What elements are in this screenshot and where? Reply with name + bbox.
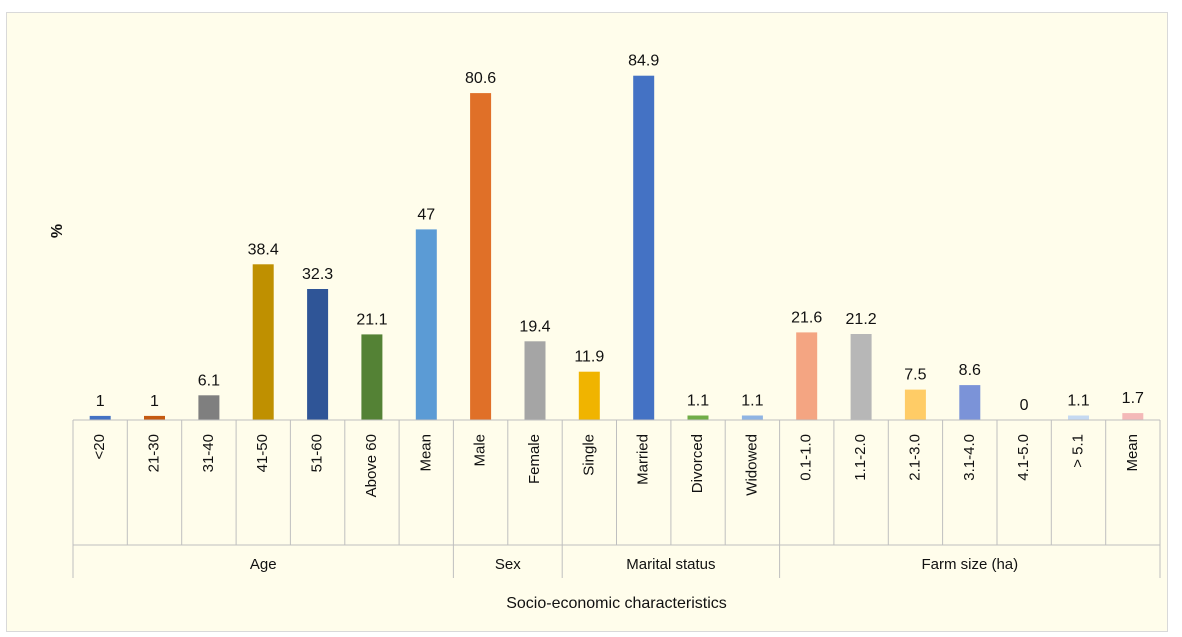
bar-marital-status-3 (741, 415, 763, 420)
data-label: 1.1 (741, 393, 763, 410)
bar-sex-1 (524, 341, 546, 420)
group-label: Age (250, 556, 277, 573)
category-label: > 5.1 (1069, 434, 1086, 468)
bar-age-2 (198, 395, 220, 420)
data-label: 84.9 (628, 53, 659, 70)
category-label: 1.1-2.0 (852, 434, 869, 481)
category-label: 51-60 (309, 434, 326, 472)
group-label: Sex (495, 556, 521, 573)
bar-sex-0 (470, 93, 492, 420)
category-label: 3.1-4.0 (961, 434, 978, 481)
category-label: 31-40 (200, 434, 217, 472)
data-label: 11.9 (574, 349, 604, 366)
category-label: Female (526, 434, 543, 484)
group-label: Farm size (ha) (921, 556, 1018, 573)
y-axis-label: % (49, 224, 66, 238)
category-label: Mean (1124, 434, 1141, 472)
data-label: 0 (1020, 397, 1029, 414)
data-label: 6.1 (198, 372, 220, 389)
category-label: <20 (91, 434, 108, 459)
category-label: Above 60 (363, 434, 380, 497)
category-label: 2.1-3.0 (906, 434, 923, 481)
bar-chart: % 1 <20 1 21-30 6.1 31-40 38.4 41-50 32.3 51-60 21.… (49, 53, 1161, 612)
category-label: Divorced (689, 434, 706, 493)
bar-age-1 (144, 415, 165, 420)
bar-marital-status-0 (578, 371, 600, 420)
data-label: 1.1 (687, 393, 709, 410)
bar-age-3 (252, 264, 274, 420)
bar-farm-size-ha--0 (796, 332, 818, 420)
data-label: 80.6 (465, 70, 496, 87)
bar-farm-size-ha--2 (904, 389, 926, 420)
bar-farm-size-ha--3 (959, 385, 981, 420)
category-label: 4.1-5.0 (1015, 434, 1032, 481)
data-label: 7.5 (904, 367, 926, 384)
bar-age-5 (361, 334, 383, 420)
data-label: 19.4 (519, 318, 550, 335)
data-label: 21.6 (791, 309, 822, 326)
category-label: Mean (417, 434, 434, 472)
data-label: 32.3 (302, 266, 333, 283)
data-label: 1.7 (1122, 390, 1144, 407)
bar-age-0 (89, 415, 111, 420)
category-label: 21-30 (145, 434, 162, 472)
category-label: Married (635, 434, 652, 485)
bar-age-6 (415, 229, 437, 420)
bar-farm-size-ha--1 (850, 334, 872, 420)
bar-age-4 (307, 289, 329, 420)
bar-farm-size-ha--5 (1068, 415, 1089, 420)
data-label: 1 (96, 393, 105, 410)
data-label: 1 (150, 393, 159, 410)
category-label: Male (472, 434, 489, 467)
data-label: 47 (417, 206, 435, 223)
chart-area: % 1 <20 1 21-30 6.1 31-40 38.4 41-50 32.3 51-60 21.… (6, 12, 1168, 632)
category-label: Widowed (743, 434, 760, 496)
data-label: 21.2 (846, 311, 877, 328)
bar-marital-status-2 (687, 415, 709, 420)
x-axis-label: Socio-economic characteristics (506, 595, 727, 612)
data-label: 8.6 (959, 362, 981, 379)
data-label: 21.1 (356, 311, 387, 328)
bar-marital-status-1 (633, 75, 655, 420)
data-label: 38.4 (248, 241, 279, 258)
data-label: 1.1 (1067, 393, 1089, 410)
group-label: Marital status (626, 556, 715, 573)
bar-farm-size-ha--6 (1122, 413, 1144, 420)
category-label: 0.1-1.0 (798, 434, 815, 481)
category-label: 41-50 (254, 434, 271, 472)
category-label: Single (580, 434, 597, 476)
